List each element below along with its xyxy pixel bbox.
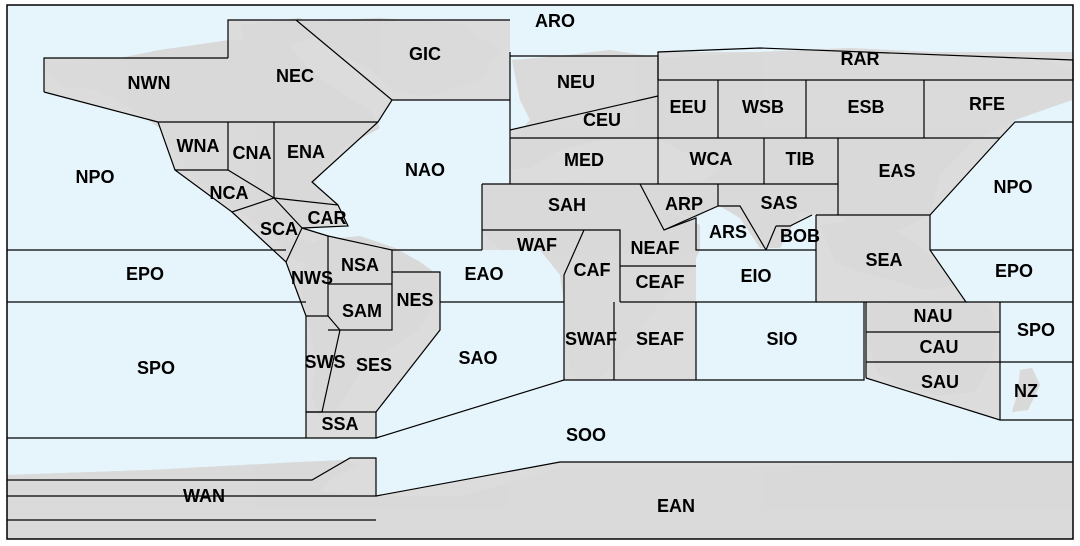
boundary-sea [816, 215, 968, 303]
boundary-sas [718, 205, 767, 251]
region-label: SPO [137, 358, 175, 378]
region-label: ARO [535, 11, 575, 31]
region-label: NAU [914, 306, 953, 326]
region-label: WCA [690, 149, 733, 169]
region-label: NSA [341, 255, 379, 275]
boundary-nsa-nao [327, 235, 441, 413]
region-label: ARS [709, 222, 747, 242]
region-label: EPO [995, 261, 1033, 281]
region-label: NCA [210, 183, 249, 203]
region-label: NEAF [631, 238, 680, 258]
boundary-sam-nes [328, 272, 393, 331]
boundary-waf [482, 229, 621, 302]
region-label: NZ [1014, 381, 1038, 401]
region-label: SAH [548, 195, 586, 215]
region-label: ESB [847, 97, 884, 117]
region-label: WSB [742, 97, 784, 117]
boundary-nwn-sw [43, 91, 159, 123]
region-label: GIC [409, 44, 441, 64]
boundary-nec [227, 19, 393, 123]
region-label: ENA [287, 142, 325, 162]
boundary-sws-east [327, 315, 341, 331]
boundary-neaf-east [663, 217, 816, 251]
boundary-ena-east [311, 121, 379, 206]
region-label: NEC [276, 66, 314, 86]
boundary-soo-north-2 [375, 302, 865, 439]
region-label: SPO [1017, 320, 1055, 340]
region-label: CAU [920, 337, 959, 357]
region-label: CEU [583, 110, 621, 130]
map-frame [6, 4, 1074, 540]
region-label: MED [564, 150, 604, 170]
boundary-ean [375, 461, 1073, 497]
boundary-arp [639, 183, 719, 231]
boundary-wna-west [157, 121, 229, 171]
boundary-bob [776, 214, 813, 227]
boundary-rfe-east [999, 121, 1073, 139]
region-boundaries [7, 19, 1074, 521]
region-label: EAS [878, 161, 915, 181]
region-label: NWS [291, 268, 333, 288]
boundary-nwn [43, 57, 228, 92]
region-label: SES [356, 355, 392, 375]
region-label: EAN [657, 496, 695, 516]
region-label: SOO [566, 425, 606, 445]
region-label: NPO [993, 177, 1032, 197]
region-label: SAO [458, 348, 497, 368]
region-label: CAR [308, 208, 347, 228]
region-label: EAO [464, 264, 503, 284]
region-labels: ARO GIC NWN NEC WNA CNA ENA NCA SCA CAR … [75, 11, 1055, 516]
region-label: CEAF [636, 272, 685, 292]
boundary-caf [563, 229, 585, 380]
region-label: SAU [921, 372, 959, 392]
region-label: SIO [766, 329, 797, 349]
region-label: NWN [128, 73, 171, 93]
region-label: WAN [183, 486, 225, 506]
region-label: SEA [865, 250, 902, 270]
region-label: EEU [669, 97, 706, 117]
boundary-rar [657, 47, 1074, 81]
region-label: WNA [177, 136, 220, 156]
region-label: BOB [780, 226, 820, 246]
region-label: CAF [574, 260, 611, 280]
region-label: NPO [75, 167, 114, 187]
region-label: SEAF [636, 329, 684, 349]
boundary-car [273, 197, 349, 229]
region-label: TIB [786, 149, 815, 169]
region-label: SAS [760, 193, 797, 213]
boundary-sca [231, 197, 303, 263]
region-label: WAF [517, 235, 557, 255]
region-label: NEU [557, 72, 595, 92]
region-label: NAO [405, 160, 445, 180]
region-label: SAM [342, 301, 382, 321]
region-label: RFE [969, 94, 1005, 114]
region-label: EIO [740, 266, 771, 286]
boundary-bob-west [765, 225, 777, 251]
region-label: NES [396, 290, 433, 310]
boundary-wan [7, 457, 377, 497]
region-label: SSA [321, 414, 358, 434]
boundary-ceu [509, 95, 659, 131]
region-label: RAR [841, 49, 880, 69]
region-label: ARP [665, 194, 703, 214]
region-label: SWS [304, 352, 345, 372]
region-label: SWAF [565, 329, 617, 349]
region-label: SCA [260, 219, 298, 239]
region-label: EPO [126, 264, 164, 284]
boundary-nca [174, 169, 276, 213]
region-label: CNA [233, 143, 272, 163]
